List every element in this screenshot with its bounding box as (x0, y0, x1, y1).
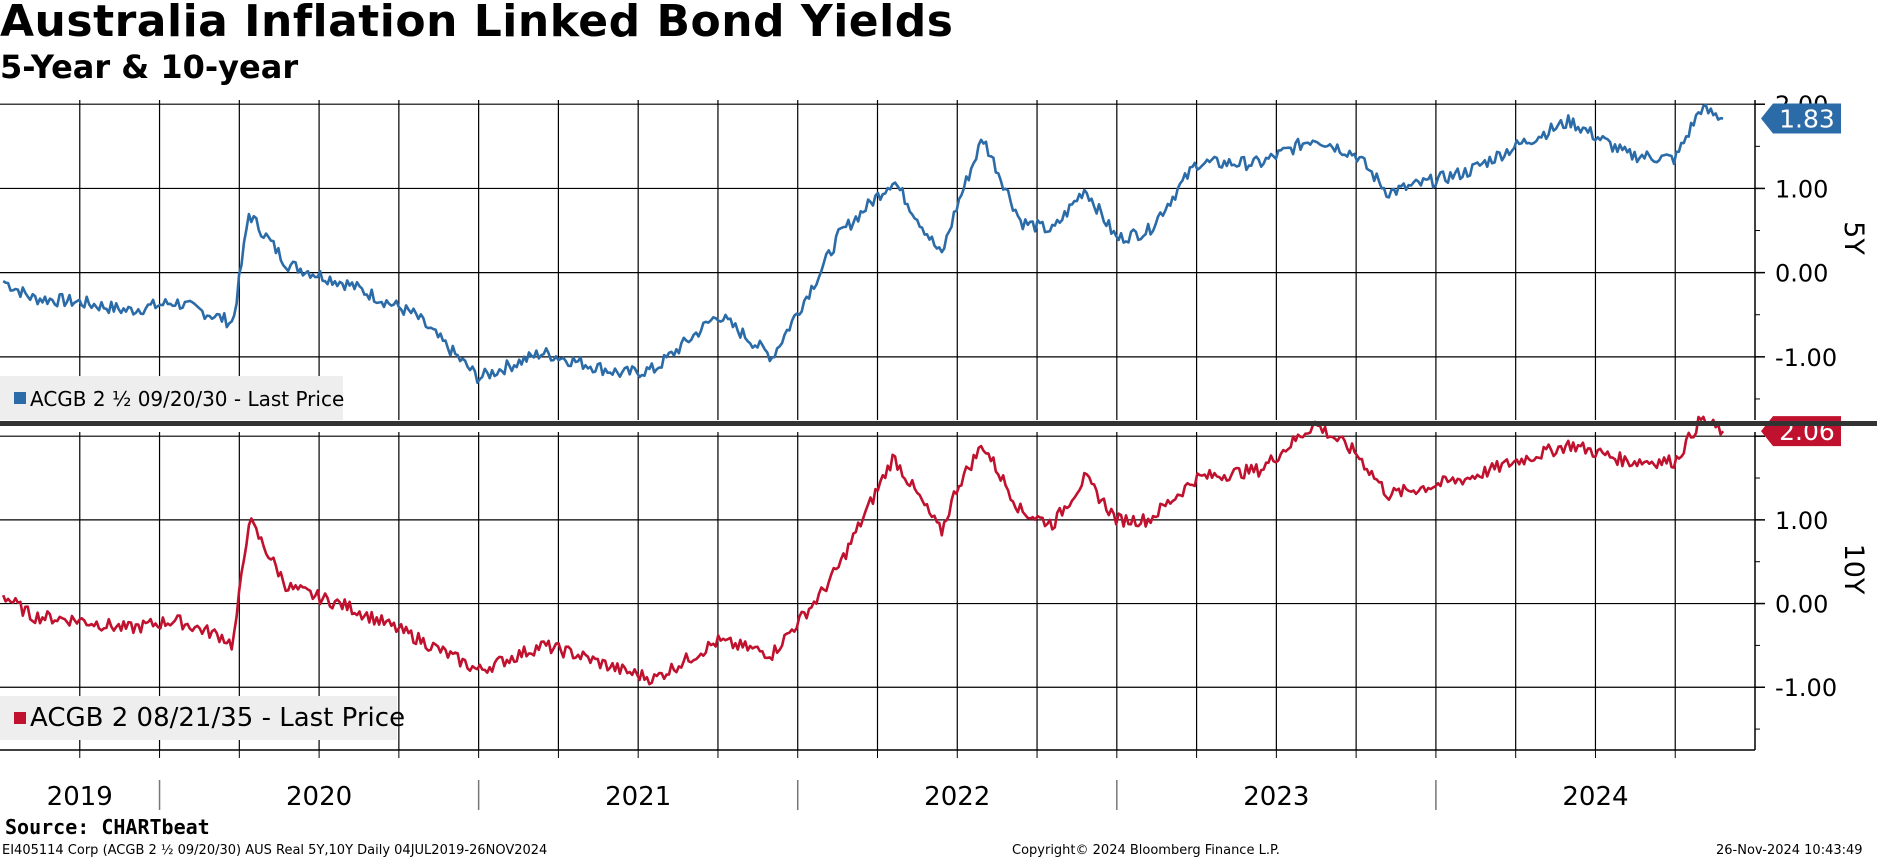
legend-box (0, 376, 343, 420)
chart-title: Australia Inflation Linked Bond Yields (0, 0, 954, 47)
legend-label: ACGB 2 08/21/35 - Last Price (30, 703, 405, 733)
timestamp-text: 26-Nov-2024 10:43:49 (1716, 843, 1863, 858)
last-value-label: 1.83 (1779, 105, 1835, 134)
y-tick-label: 1.00 (1775, 175, 1828, 203)
x-year-label: 2024 (1562, 782, 1628, 812)
y-tick-label: 0.00 (1775, 260, 1828, 288)
panel-divider (0, 421, 1877, 426)
security-descriptor: EI405114 Corp (ACGB 2 ½ 09/20/30) AUS Re… (2, 843, 548, 858)
x-year-label: 2019 (47, 782, 113, 812)
legend-label: ACGB 2 ½ 09/20/30 - Last Price (30, 387, 344, 411)
legend-box (0, 696, 397, 740)
y-tick-label: 0.00 (1775, 591, 1828, 619)
source-label: Source: CHARTbeat (5, 815, 210, 839)
panel-label: 10Y (1838, 544, 1869, 595)
y-tick-label: -1.00 (1775, 674, 1837, 702)
x-year-label: 2023 (1243, 782, 1309, 812)
chart-subtitle: 5-Year & 10-year (0, 48, 299, 86)
series-line-5Y (2, 103, 1724, 384)
copyright-text: Copyright© 2024 Bloomberg Finance L.P. (1012, 843, 1280, 858)
x-year-label: 2021 (605, 782, 671, 812)
y-tick-label: 1.00 (1775, 507, 1828, 535)
legend-swatch (14, 392, 26, 404)
series-line-10Y (1, 415, 1725, 686)
legend-swatch (14, 712, 26, 724)
x-year-label: 2022 (924, 782, 990, 812)
y-tick-label: -1.00 (1775, 344, 1837, 372)
x-year-label: 2020 (286, 782, 352, 812)
panel-label: 5Y (1838, 221, 1869, 255)
last-value-badge (1761, 103, 1841, 134)
